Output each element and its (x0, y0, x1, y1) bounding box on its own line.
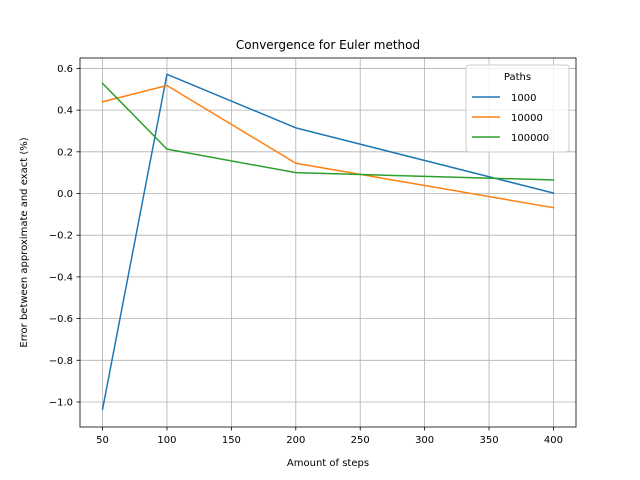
series-line-10000 (101, 84, 555, 209)
x-tick-label: 200 (286, 435, 305, 446)
legend-box (465, 64, 570, 153)
series-line-1000 (101, 73, 555, 411)
y-tick-label: 0.6 (57, 64, 73, 75)
series-line-100000 (101, 82, 555, 181)
y-tick-label: −1.0 (49, 397, 73, 408)
legend-label-1000: 1000 (511, 93, 536, 104)
y-tick-label: −0.2 (49, 231, 73, 242)
plot-frame (79, 57, 577, 428)
x-axis-ticks: 50 100 150 200 250 300 350 400 (96, 427, 563, 446)
x-tick-label: 250 (351, 435, 370, 446)
y-axis-label: Error between approximate and exact (%) (19, 137, 30, 347)
y-axis-ticks: −1.0 −0.8 −0.6 −0.4 −0.2 0.0 0.2 0.4 0.6 (49, 64, 80, 408)
x-tick-label: 100 (157, 435, 176, 446)
x-tick-label: 350 (479, 435, 498, 446)
x-tick-label: 400 (544, 435, 563, 446)
legend: Paths 1000 10000 100000 (465, 64, 570, 153)
legend-label-10000: 10000 (511, 113, 543, 124)
x-axis-label: Amount of steps (287, 458, 369, 469)
y-tick-label: 0.2 (57, 147, 73, 158)
x-tick-label: 300 (415, 435, 434, 446)
y-tick-label: 0.0 (57, 189, 73, 200)
y-tick-label: −0.4 (49, 272, 73, 283)
y-tick-label: −0.8 (49, 356, 73, 367)
y-tick-label: 0.4 (57, 106, 73, 117)
legend-title: Paths (504, 72, 531, 83)
x-tick-label: 150 (222, 435, 241, 446)
legend-label-100000: 100000 (511, 133, 549, 144)
x-tick-label: 50 (96, 435, 109, 446)
series-lines (101, 73, 555, 411)
y-tick-label: −0.6 (49, 314, 73, 325)
chart-title: Convergence for Euler method (236, 38, 420, 52)
